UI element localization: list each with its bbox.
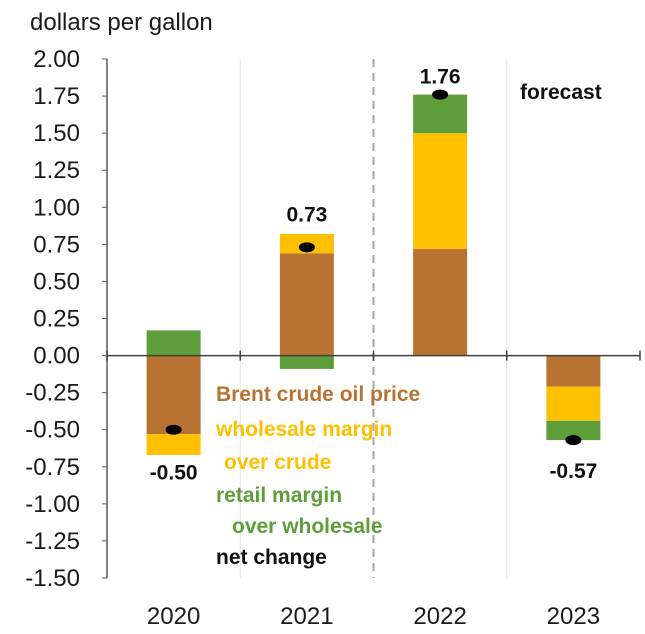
y-tick-label: 1.50 [33, 120, 80, 147]
legend: Brent crude oil price wholesale margin ove… [215, 383, 420, 569]
net-change-label: 1.76 [420, 66, 461, 89]
y-tick-label: 0.25 [33, 306, 80, 333]
net-change-label: 0.73 [286, 203, 327, 226]
legend-entry: wholesale margin [215, 418, 392, 441]
axes-group [102, 58, 641, 579]
net-change-point [432, 89, 449, 100]
bar-segment [413, 248, 468, 356]
bar-segment [413, 133, 468, 249]
forecast-label: forecast [520, 81, 602, 104]
y-tick-label: -0.50 [25, 417, 80, 444]
y-tick-label: 0.50 [33, 268, 80, 295]
gridlines [239, 59, 508, 578]
y-axis-unit-label: dollars per gallon [30, 9, 213, 36]
bar-segment [546, 386, 601, 421]
legend-entry: Brent crude oil price [216, 383, 420, 406]
legend-entry: over crude [224, 451, 331, 474]
net-change-point [298, 242, 315, 253]
net-change-point [165, 424, 182, 435]
y-tick-label: -1.50 [25, 565, 80, 592]
x-category-label: 2022 [413, 603, 466, 630]
net-change-point [565, 435, 582, 446]
y-tick-label: 0.75 [33, 231, 80, 258]
x-category-label: 2021 [280, 603, 333, 630]
y-tick-label: -1.00 [25, 491, 80, 518]
y-tick-label: 1.75 [33, 83, 80, 110]
legend-entry: net change [216, 546, 327, 569]
legend-entry: over wholesale [232, 515, 383, 538]
x-category-label: 2023 [547, 603, 600, 630]
bar-segment [546, 355, 601, 387]
y-tick-labels: 2.00 1.75 1.50 1.25 1.00 0.75 0.50 0.25 0.00 -0.2… [25, 46, 80, 592]
y-tick-label: 1.00 [33, 194, 80, 221]
bar-segment [413, 94, 468, 134]
y-tick-label: 0.00 [33, 343, 80, 370]
net-change-label: -0.50 [150, 462, 198, 485]
bar-segment [546, 420, 601, 441]
bar-segment [279, 355, 334, 369]
y-tick-label: 1.25 [33, 157, 80, 184]
legend-entry: retail margin [216, 484, 342, 507]
bar-segment [279, 253, 334, 356]
bar-segment [146, 434, 201, 455]
x-category-label: 2020 [147, 603, 200, 630]
y-tick-label: -0.75 [25, 454, 80, 481]
bar-segment [146, 330, 201, 356]
y-tick-label: -1.25 [25, 528, 80, 555]
net-change-label: -0.57 [549, 460, 597, 483]
net-change-markers: -0.50 0.73 1.76 -0.57 [150, 66, 598, 485]
y-tick-label: 2.00 [33, 46, 80, 73]
x-category-labels: 2020 2021 2022 2023 [147, 603, 600, 630]
y-tick-label: -0.25 [25, 380, 80, 407]
bar-segment [146, 355, 201, 435]
